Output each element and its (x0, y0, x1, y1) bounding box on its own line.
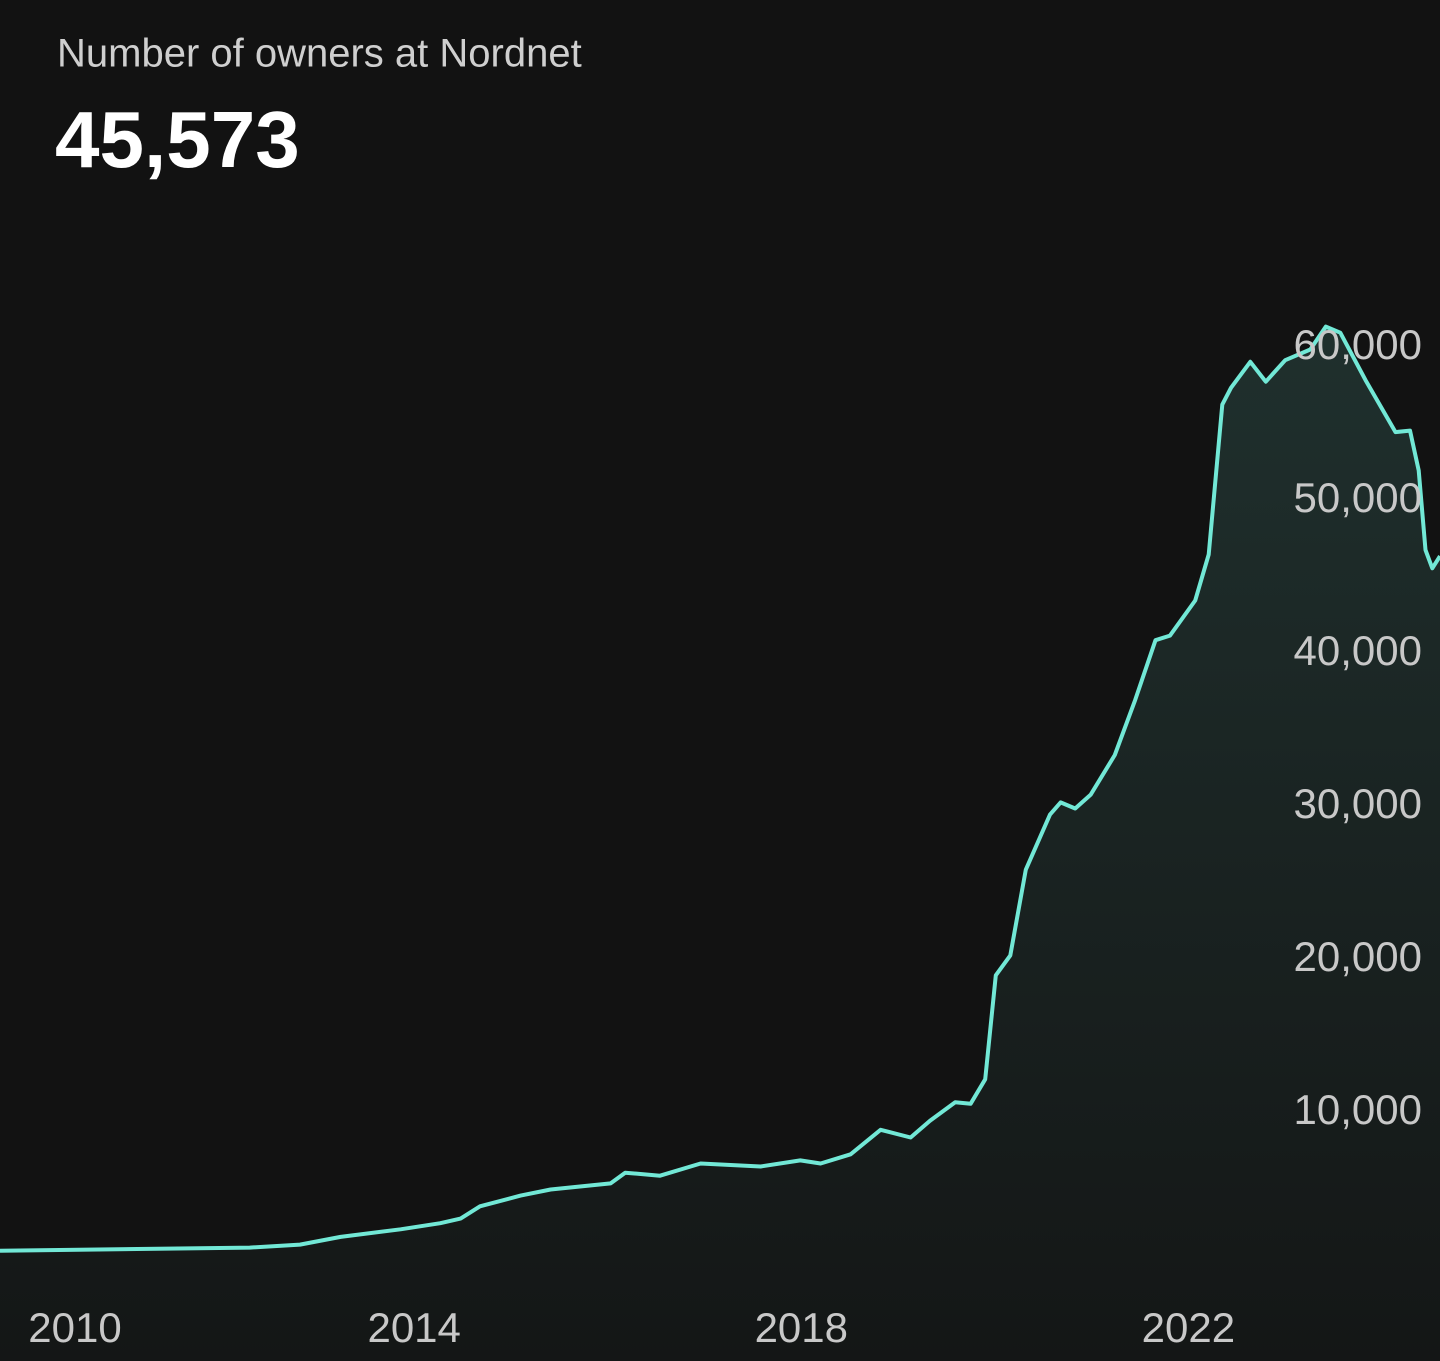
line (0, 324, 1440, 1253)
y-tick-label: 40,000 (1294, 627, 1422, 674)
x-tick-label: 2014 (367, 1304, 460, 1351)
x-tick-label: 2018 (755, 1304, 848, 1351)
chart-title: Number of owners at Nordnet (57, 32, 582, 76)
y-tick-label: 10,000 (1294, 1086, 1422, 1133)
y-tick-label: 20,000 (1294, 933, 1422, 980)
y-tick-label: 30,000 (1294, 780, 1422, 827)
x-tick-label: 2022 (1142, 1304, 1235, 1351)
headline-value: 45,573 (55, 95, 300, 184)
y-tick-label: 50,000 (1294, 474, 1422, 521)
x-tick-label: 2010 (28, 1304, 121, 1351)
area (0, 326, 1440, 1361)
y-tick-label: 60,000 (1294, 321, 1422, 368)
